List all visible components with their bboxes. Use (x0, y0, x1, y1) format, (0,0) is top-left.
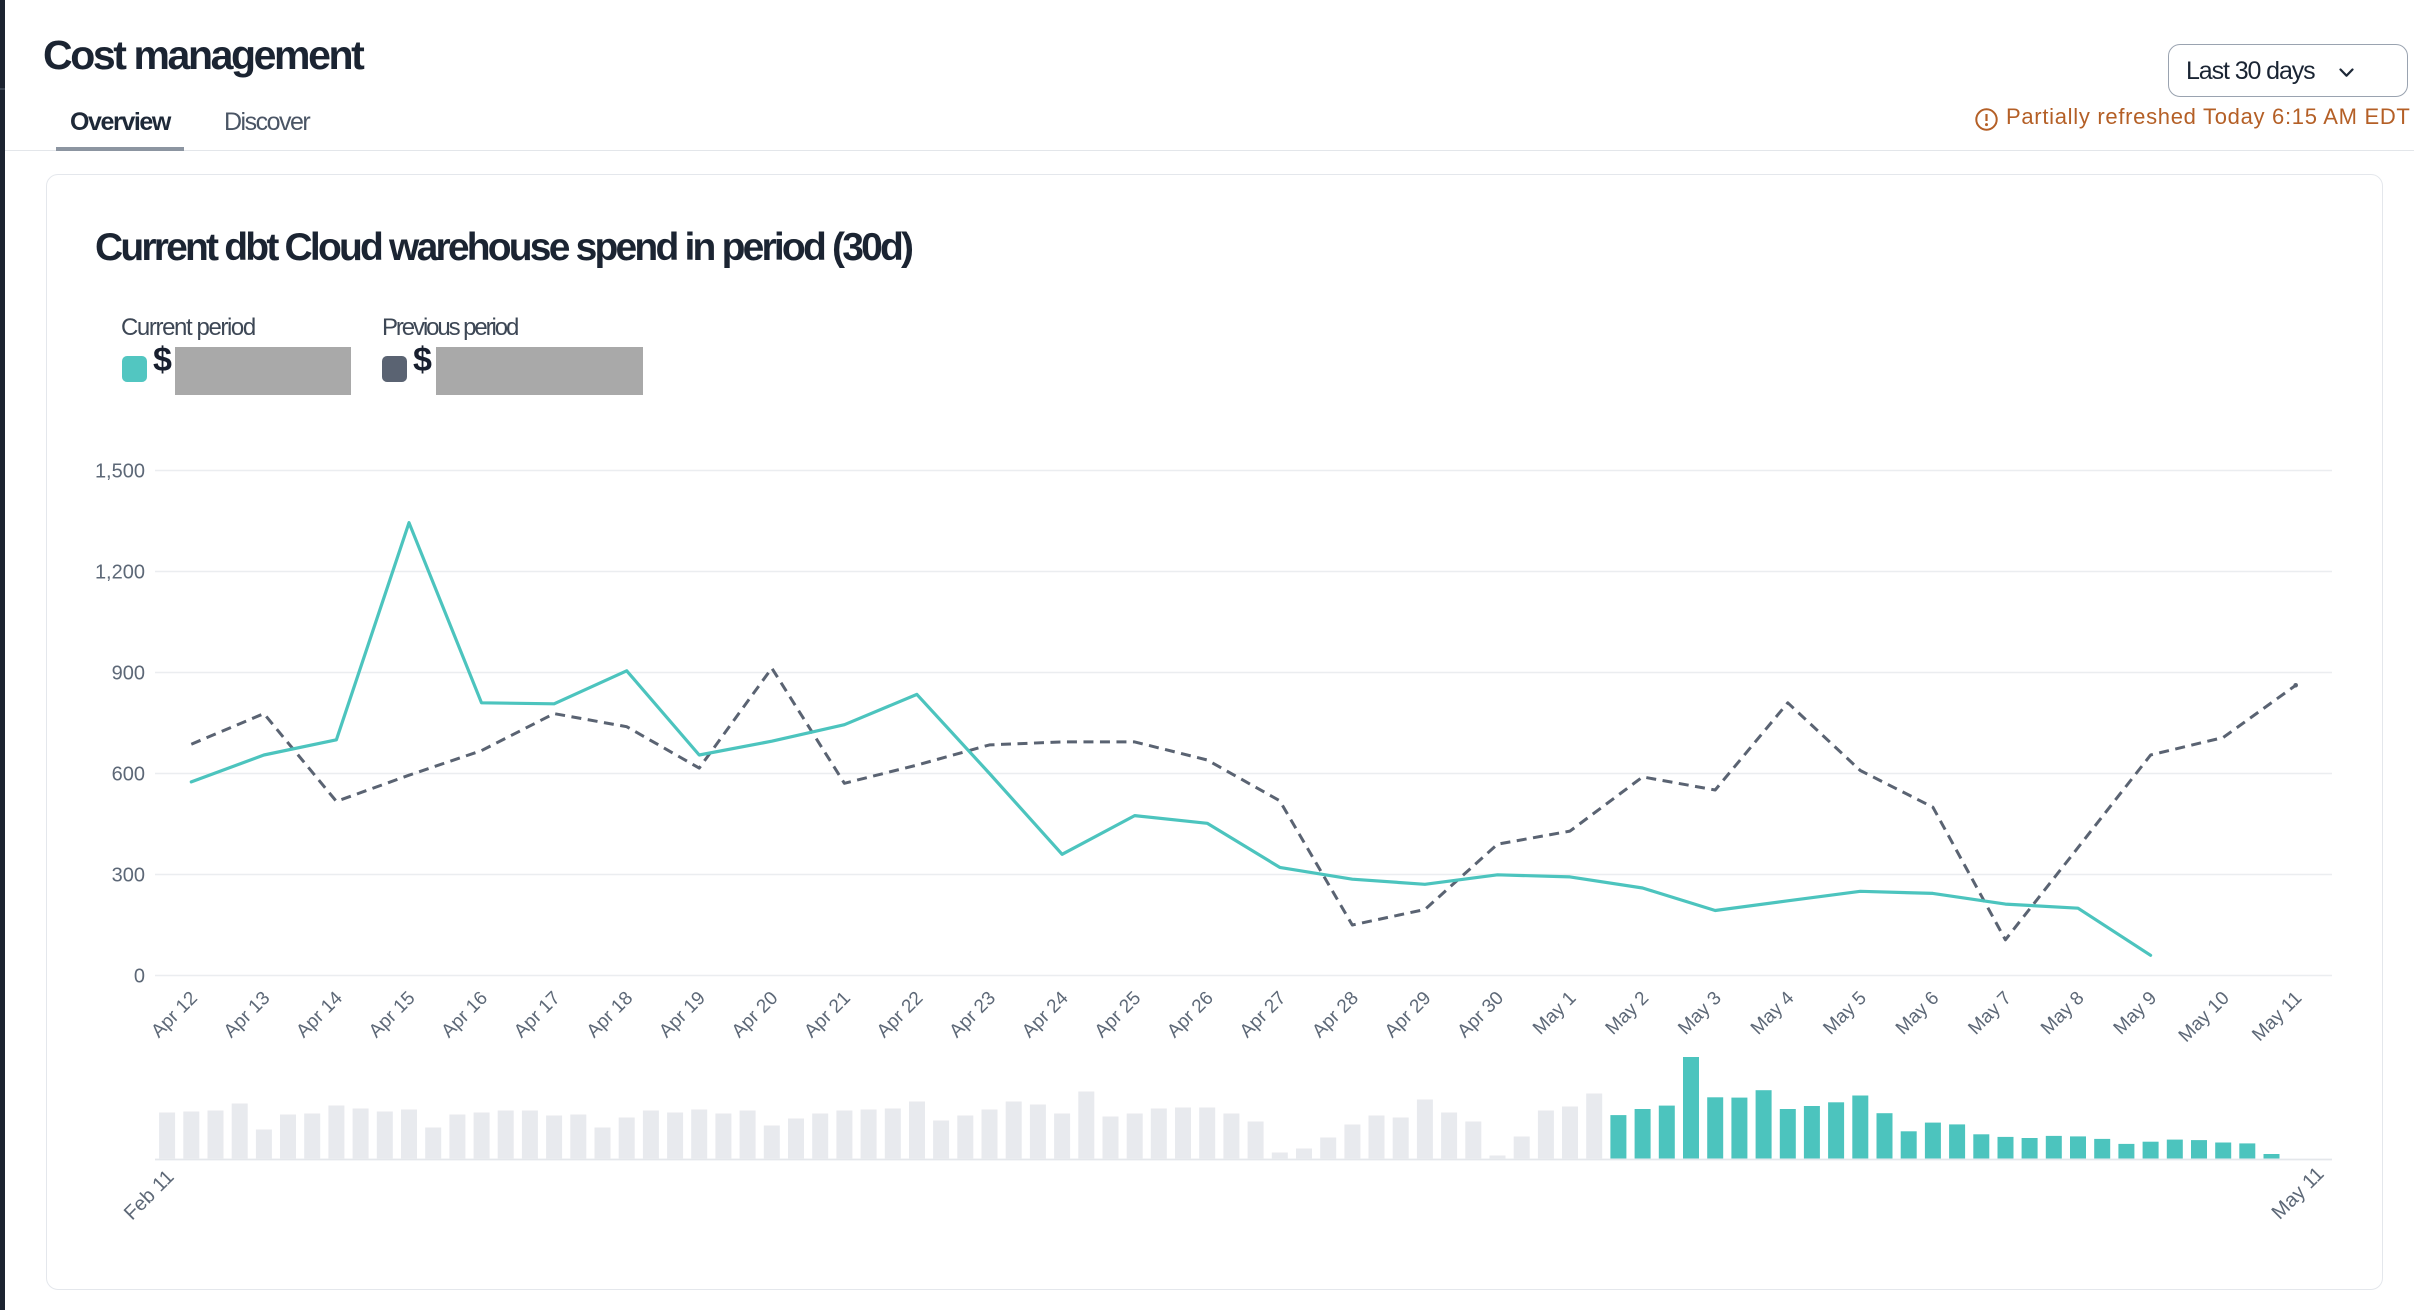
svg-text:Apr 15: Apr 15 (365, 988, 419, 1042)
svg-text:Apr 28: Apr 28 (1308, 988, 1362, 1042)
svg-text:900: 900 (112, 663, 145, 685)
svg-text:Feb 11: Feb 11 (120, 1166, 179, 1225)
svg-text:Apr 16: Apr 16 (438, 988, 492, 1042)
svg-text:Apr 14: Apr 14 (292, 987, 347, 1042)
svg-text:0: 0 (134, 966, 145, 988)
svg-text:Apr 24: Apr 24 (1018, 987, 1073, 1042)
svg-text:Apr 27: Apr 27 (1236, 988, 1290, 1042)
svg-text:May 1: May 1 (1529, 988, 1580, 1039)
svg-text:Apr 22: Apr 22 (873, 988, 927, 1042)
svg-text:May 10: May 10 (2175, 988, 2234, 1047)
svg-text:Apr 26: Apr 26 (1163, 988, 1217, 1042)
svg-text:300: 300 (112, 865, 145, 887)
svg-text:Apr 30: Apr 30 (1454, 988, 1508, 1042)
svg-text:May 5: May 5 (1819, 988, 1870, 1039)
svg-text:May 11: May 11 (2268, 1163, 2329, 1224)
svg-text:May 4: May 4 (1747, 987, 1799, 1039)
svg-text:Apr 20: Apr 20 (728, 988, 782, 1042)
svg-text:May 7: May 7 (1964, 988, 2015, 1039)
svg-text:May 9: May 9 (2110, 988, 2161, 1039)
svg-text:1,200: 1,200 (95, 562, 145, 584)
svg-text:May 8: May 8 (2037, 988, 2088, 1039)
svg-text:Apr 13: Apr 13 (220, 988, 274, 1042)
svg-text:Apr 12: Apr 12 (147, 988, 201, 1042)
svg-text:Apr 25: Apr 25 (1091, 988, 1145, 1042)
svg-text:Apr 17: Apr 17 (510, 988, 564, 1042)
svg-text:Apr 18: Apr 18 (583, 988, 637, 1042)
svg-text:Apr 23: Apr 23 (946, 988, 1000, 1042)
svg-text:Apr 19: Apr 19 (655, 988, 709, 1042)
svg-text:Apr 21: Apr 21 (800, 988, 854, 1042)
svg-text:May 11: May 11 (2248, 988, 2306, 1046)
svg-text:1,500: 1,500 (95, 461, 145, 483)
svg-text:May 3: May 3 (1674, 988, 1725, 1039)
svg-text:Apr 29: Apr 29 (1381, 988, 1435, 1042)
svg-text:May 6: May 6 (1892, 988, 1943, 1039)
svg-text:600: 600 (112, 764, 145, 786)
svg-text:May 2: May 2 (1602, 988, 1653, 1039)
